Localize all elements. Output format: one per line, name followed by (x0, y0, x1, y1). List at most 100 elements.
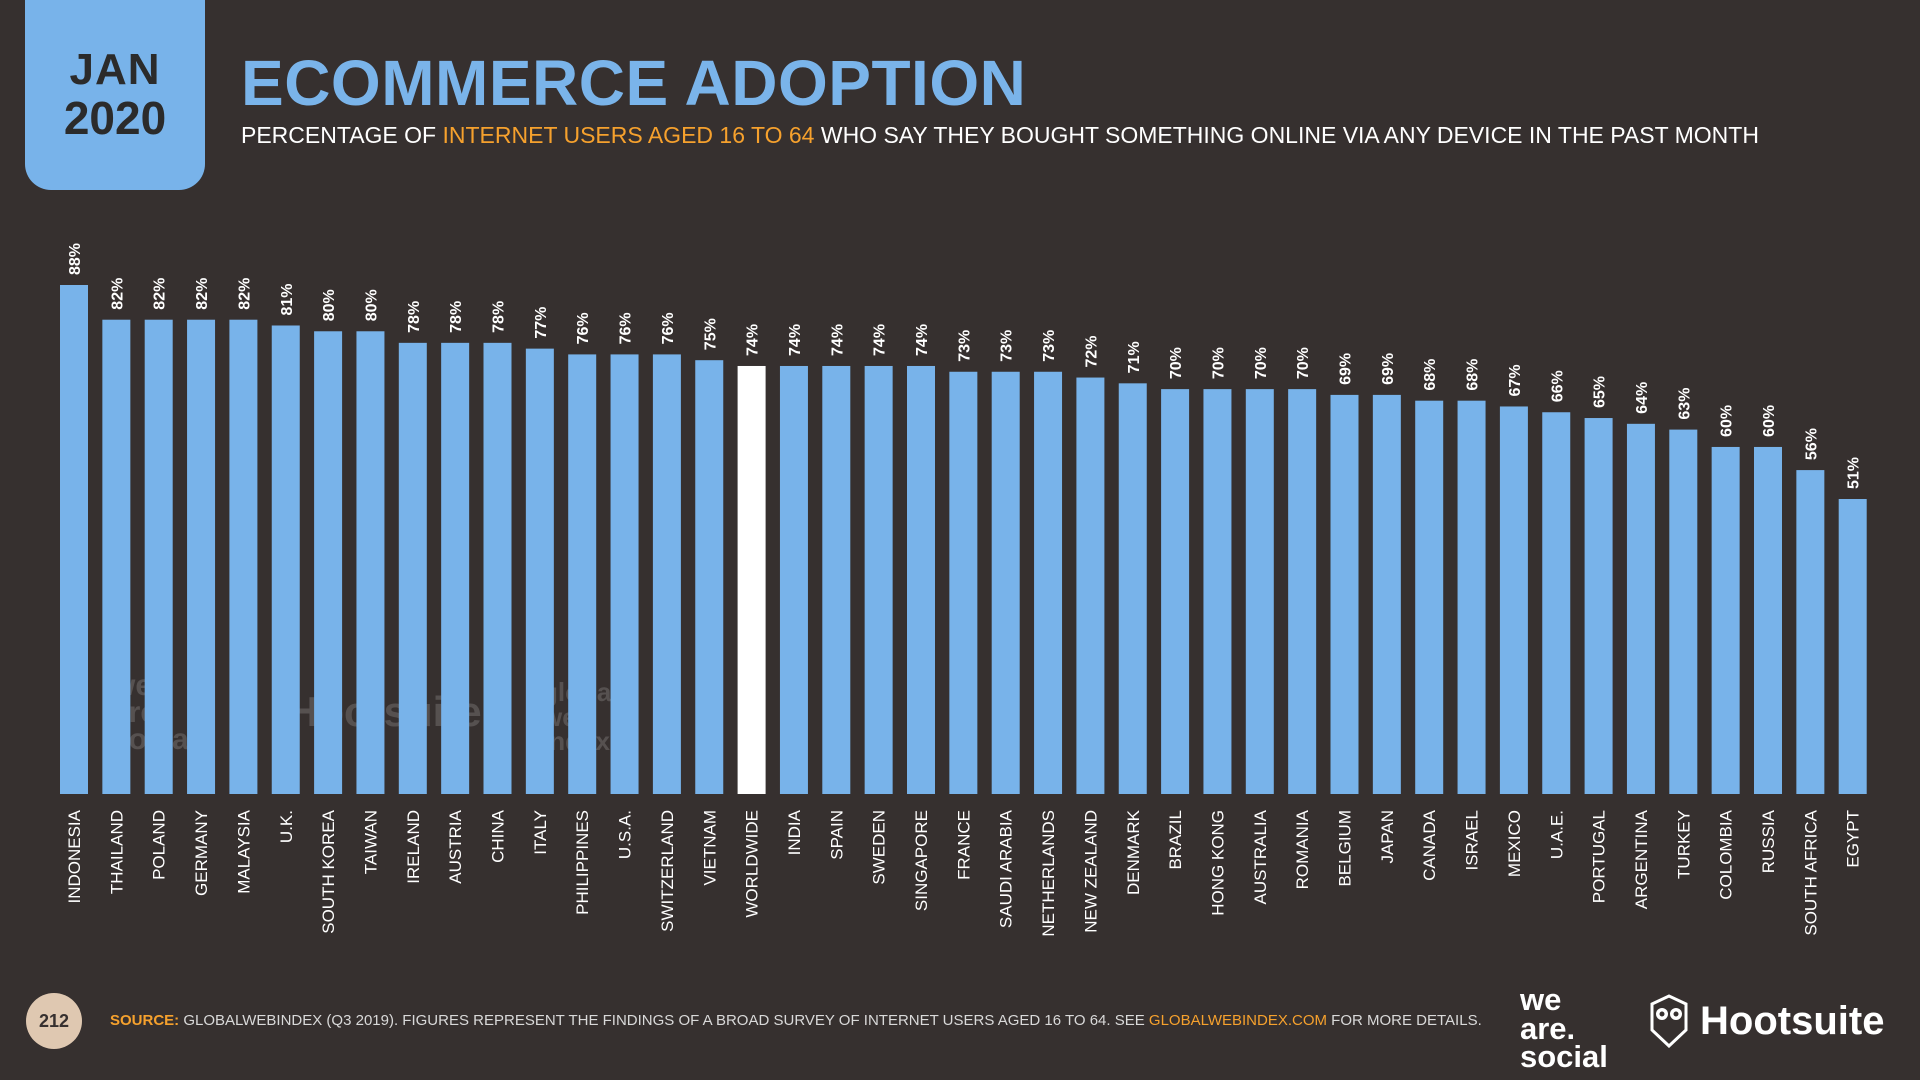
category-label: SWITZERLAND (658, 810, 677, 932)
category-label: EGYPT (1844, 810, 1863, 868)
bar-value-label: 73% (999, 330, 1016, 362)
bar (1754, 446, 1782, 794)
bar (271, 325, 300, 794)
bar-value-label: 80% (321, 289, 338, 321)
bar-value-label: 73% (1041, 330, 1058, 362)
bar (1372, 394, 1401, 794)
bar (60, 285, 88, 794)
bar-value-label: 74% (745, 324, 762, 356)
category-label: U.K. (277, 810, 296, 843)
bar (1161, 389, 1190, 794)
bar-value-label: 71% (1126, 341, 1143, 373)
bar-value-label: 67% (1507, 364, 1524, 396)
bar-value-label: 74% (829, 324, 846, 356)
bar (1076, 377, 1105, 794)
bar (737, 365, 766, 794)
bar-value-label: 56% (1803, 428, 1820, 460)
bar (483, 342, 512, 794)
bar (1838, 499, 1867, 794)
category-label: WORLDWIDE (743, 810, 762, 918)
category-label: DENMARK (1124, 809, 1143, 895)
category-label: PHILIPPINES (573, 810, 592, 915)
category-label: IRELAND (404, 810, 423, 884)
subtitle-highlight: INTERNET USERS AGED 16 TO 64 (442, 122, 815, 148)
category-label: AUSTRIA (446, 809, 465, 883)
bar (610, 354, 639, 794)
category-label: INDONESIA (65, 809, 84, 903)
bar (822, 365, 851, 794)
category-label: MALAYSIA (234, 809, 253, 893)
source-note: SOURCE: GLOBALWEBINDEX (Q3 2019). FIGURE… (110, 1012, 1482, 1029)
category-label: TAIWAN (361, 810, 380, 874)
bar (779, 365, 808, 794)
hootsuite-wordmark: Hootsuite (1700, 998, 1885, 1043)
bar-value-label: 78% (491, 301, 508, 333)
bar (144, 319, 173, 794)
bar (1330, 394, 1359, 794)
category-label: SWEDEN (870, 810, 889, 885)
bar (1499, 406, 1528, 794)
bar (398, 342, 427, 794)
hootsuite-logo: Hootsuite (1648, 994, 1884, 1048)
bar (1711, 446, 1740, 794)
bar-value-label: 78% (406, 301, 423, 333)
bar-value-label: 82% (152, 278, 169, 310)
category-label: INDIA (785, 809, 804, 855)
was-line-3: social (1520, 1039, 1608, 1075)
page-subtitle: PERCENTAGE OF INTERNET USERS AGED 16 TO … (241, 122, 1759, 149)
bar-value-label: 88% (67, 243, 84, 275)
bar-value-label: 82% (236, 278, 253, 310)
bar (229, 319, 258, 794)
bar (949, 371, 978, 794)
bar (1584, 418, 1613, 794)
category-label: MEXICO (1505, 810, 1524, 877)
bar-value-label: 70% (1253, 347, 1270, 379)
category-label: THAILAND (107, 810, 126, 894)
category-label: BELGIUM (1336, 810, 1355, 887)
bar-value-label: 70% (1168, 347, 1185, 379)
category-label: ARGENTINA (1632, 809, 1651, 909)
bar (652, 354, 681, 794)
bar (1034, 371, 1063, 794)
bar-value-label: 74% (787, 324, 804, 356)
bar (695, 360, 724, 794)
owl-icon (1650, 994, 1688, 1048)
bar (864, 365, 893, 794)
bar-value-label: 73% (956, 330, 973, 362)
category-label: FRANCE (954, 810, 973, 880)
subtitle-post: WHO SAY THEY BOUGHT SOMETHING ONLINE VIA… (814, 122, 1759, 148)
was-line-1: we (1520, 982, 1562, 1017)
category-label: COLOMBIA (1717, 809, 1736, 899)
bar-value-label: 80% (363, 289, 380, 321)
bar (1626, 423, 1655, 794)
bar-value-label: 75% (702, 318, 719, 350)
bar-value-label: 76% (618, 312, 635, 344)
was-line-2: are. (1520, 1010, 1576, 1046)
category-label: U.S.A. (616, 810, 635, 859)
bar-value-label: 60% (1761, 405, 1778, 437)
category-label: JAPAN (1378, 810, 1397, 864)
subtitle-pre: PERCENTAGE OF (241, 122, 443, 148)
bar (1457, 400, 1486, 794)
bar (525, 348, 554, 794)
category-label: ROMANIA (1293, 809, 1312, 889)
category-label: BRAZIL (1166, 810, 1185, 870)
bar (1669, 429, 1698, 794)
bar-value-label: 69% (1380, 353, 1397, 385)
bar-value-label: 77% (533, 307, 550, 339)
bar-value-label: 70% (1210, 347, 1227, 379)
source-tail: FOR MORE DETAILS. (1327, 1012, 1482, 1029)
category-label: SPAIN (827, 810, 846, 860)
bar-value-label: 63% (1676, 388, 1693, 420)
bar-value-label: 76% (575, 312, 592, 344)
bar-value-label: 64% (1634, 382, 1651, 414)
source-link[interactable]: GLOBALWEBINDEX.COM (1148, 1012, 1327, 1029)
bar-value-label: 69% (1338, 353, 1355, 385)
bar-value-label: 82% (194, 278, 211, 310)
page-title: ECOMMERCE ADOPTION (241, 47, 1027, 119)
bar (991, 371, 1020, 794)
source-label: SOURCE: (110, 1012, 180, 1029)
bar (1796, 470, 1825, 794)
bar (102, 319, 131, 794)
bar (441, 342, 470, 794)
